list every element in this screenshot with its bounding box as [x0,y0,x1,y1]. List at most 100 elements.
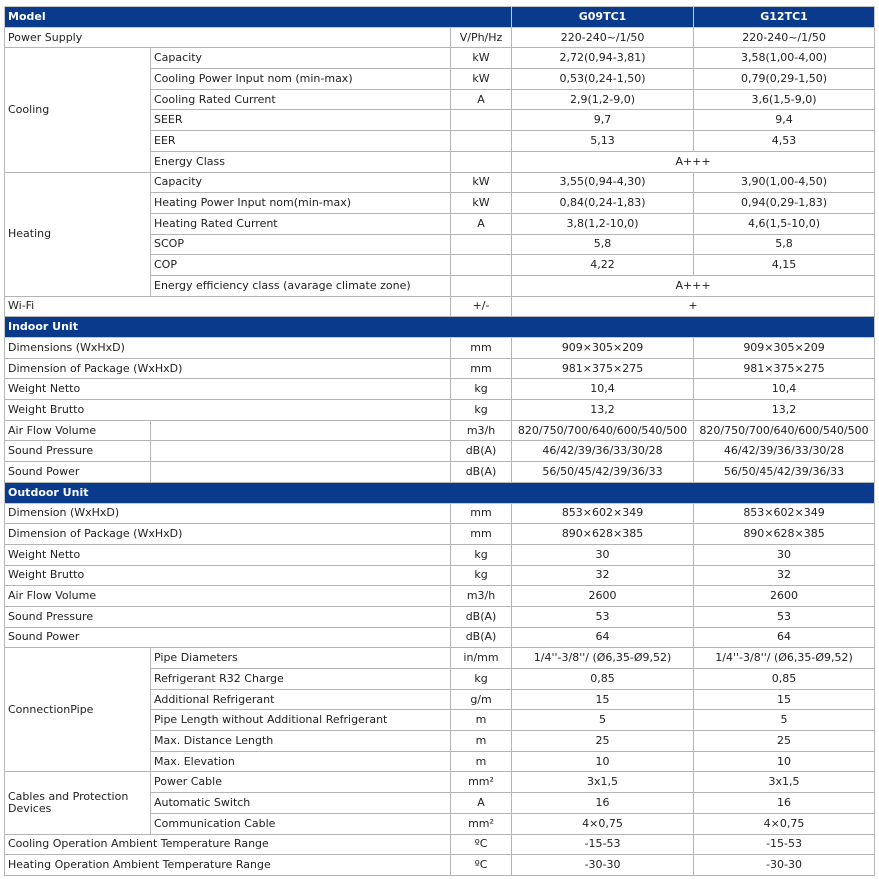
unit-cell: dB(A) [449,461,513,483]
param-label: Energy efficiency class (avarage climate… [150,274,451,297]
row-label: Weight Netto [4,543,451,566]
value-g09: 15 [511,688,695,711]
model-g09: G09TC1 [511,6,695,28]
value-g09: 3,55(0,94-4,30) [511,171,695,194]
value-g09: 820/750/700/640/600/540/500 [511,419,695,442]
param-label: Cooling Rated Current [150,88,451,111]
table-row: Dimensions (WxHxD) mm 909×305×209 909×305×2… [4,337,876,359]
param-label: SCOP [150,233,451,256]
value-g12: 15 [693,688,876,711]
unit-cell: m [449,750,513,773]
value-g12: 5,8 [693,233,876,256]
value-g12: 0,94(0,29-1,83) [693,192,876,214]
value-cell-merged: + [511,295,876,318]
row-label: Cooling Operation Ambient Temperature Ra… [4,833,451,856]
unit-cell: kW [449,68,513,90]
unit-cell [449,274,513,297]
value-g09: -30-30 [511,854,695,876]
value-g12: 4,6(1,5-10,0) [693,212,876,235]
param-label: Pipe Diameters [150,647,451,669]
value-g09: 5,13 [511,130,695,152]
model-header-row: Model G09TC1 G12TC1 [3,6,876,28]
value-g09: -15-53 [511,833,695,856]
table-row: Weight Netto kg 30 30 [4,543,876,566]
value-g09: 0,84(0,24-1,83) [511,192,695,214]
value-g09: 32 [511,564,695,587]
unit-cell: V/Ph/Hz [449,26,513,49]
param-label: EER [150,130,451,152]
table-row: Heating Operation Ambient Temperature Ra… [4,854,876,876]
table-row: Power Supply V/Ph/Hz 220-240~/1/50 220-240~… [4,26,876,49]
value-g12: 10 [693,750,876,773]
value-g09: 220-240~/1/50 [511,26,695,49]
model-label: Model [3,6,513,28]
param-label: Additional Refrigerant [150,688,451,711]
value-g09: 4×0,75 [511,812,695,835]
section-title: Outdoor Unit [3,481,876,504]
value-g12: 3,90(1,00-4,50) [693,171,876,194]
table-row: Cooling Operation Ambient Temperature Ra… [4,833,876,856]
value-g12: 25 [693,730,876,752]
table-row: SCOP 5,8 5,8 [5,233,876,256]
unit-cell: ºC [449,854,513,876]
empty-cell [150,461,451,483]
param-label: Capacity [150,171,451,194]
row-label: Weight Brutto [4,399,451,421]
row-label: Air Flow Volume [4,419,151,442]
unit-cell: g/m [449,688,513,711]
empty-cell [150,419,451,442]
value-g12: 5 [693,709,876,732]
value-g12: 981×375×275 [693,357,876,380]
unit-cell: mm [449,523,513,545]
unit-cell: kW [449,171,513,194]
unit-cell: kW [449,47,513,70]
table-row: Cooling Rated Current A 2,9(1,2-9,0) 3,6(1,… [5,88,876,111]
value-g09: 53 [511,605,695,628]
table-row: Communication Cable mm² 4×0,75 4×0,75 [5,812,876,835]
value-g12: 3,58(1,00-4,00) [693,47,876,70]
value-g12: 853×602×349 [693,502,876,525]
unit-cell: mm² [449,812,513,835]
value-g09: 2600 [511,585,695,607]
param-label: SEER [150,109,451,132]
param-label: Max. Elevation [150,750,451,773]
table-row: Air Flow Volume m3/h 2600 2600 [4,585,876,607]
unit-cell [449,150,513,173]
table-row: Refrigerant R32 Charge kg 0,85 0,85 [5,668,876,690]
value-g09: 5 [511,709,695,732]
table-row: Weight Brutto kg 13,2 13,2 [4,399,876,421]
value-g12: 30 [693,543,876,566]
value-g09: 64 [511,626,695,649]
unit-cell: kg [449,564,513,587]
param-label: Heating Power Input nom(min-max) [150,192,451,214]
param-label: COP [150,254,451,276]
value-g09: 0,53(0,24-1,50) [511,68,695,90]
unit-cell: mm [449,357,513,380]
unit-cell: +/- [449,295,513,318]
model-g12: G12TC1 [693,6,876,28]
unit-cell: A [449,88,513,111]
value-g09: 56/50/45/42/39/36/33 [511,461,695,483]
row-label: Dimension of Package (WxHxD) [4,357,451,380]
table-row: Dimension of Package (WxHxD) mm 890×628×38… [4,523,876,545]
value-g12: 0,79(0,29-1,50) [693,68,876,90]
value-g12: 2600 [693,585,876,607]
row-label: Power Supply [4,26,451,49]
row-label: Weight Brutto [4,564,451,587]
value-g09: 13,2 [511,399,695,421]
param-label: Max. Distance Length [150,730,451,752]
table-row: ConnectionPipe Pipe Diameters in/mm 1/4''-3… [4,647,876,773]
table-row: Dimension (WxHxD) mm 853×602×349 853×602×34… [4,502,876,525]
table-row: SEER 9,7 9,4 [5,109,876,132]
row-label: Dimensions (WxHxD) [4,337,451,359]
param-label: Communication Cable [150,812,451,835]
unit-cell: dB(A) [449,626,513,649]
unit-cell [449,254,513,276]
value-g12: 10,4 [693,378,876,401]
group-label: Cables and Protection Devices [4,771,151,835]
value-g12: 4,53 [693,130,876,152]
param-label: Energy Class [150,150,451,173]
value-cell-merged: A+++ [511,150,876,173]
unit-cell: m [449,709,513,732]
table-row: Sound Power dB(A) 64 64 [4,626,876,649]
